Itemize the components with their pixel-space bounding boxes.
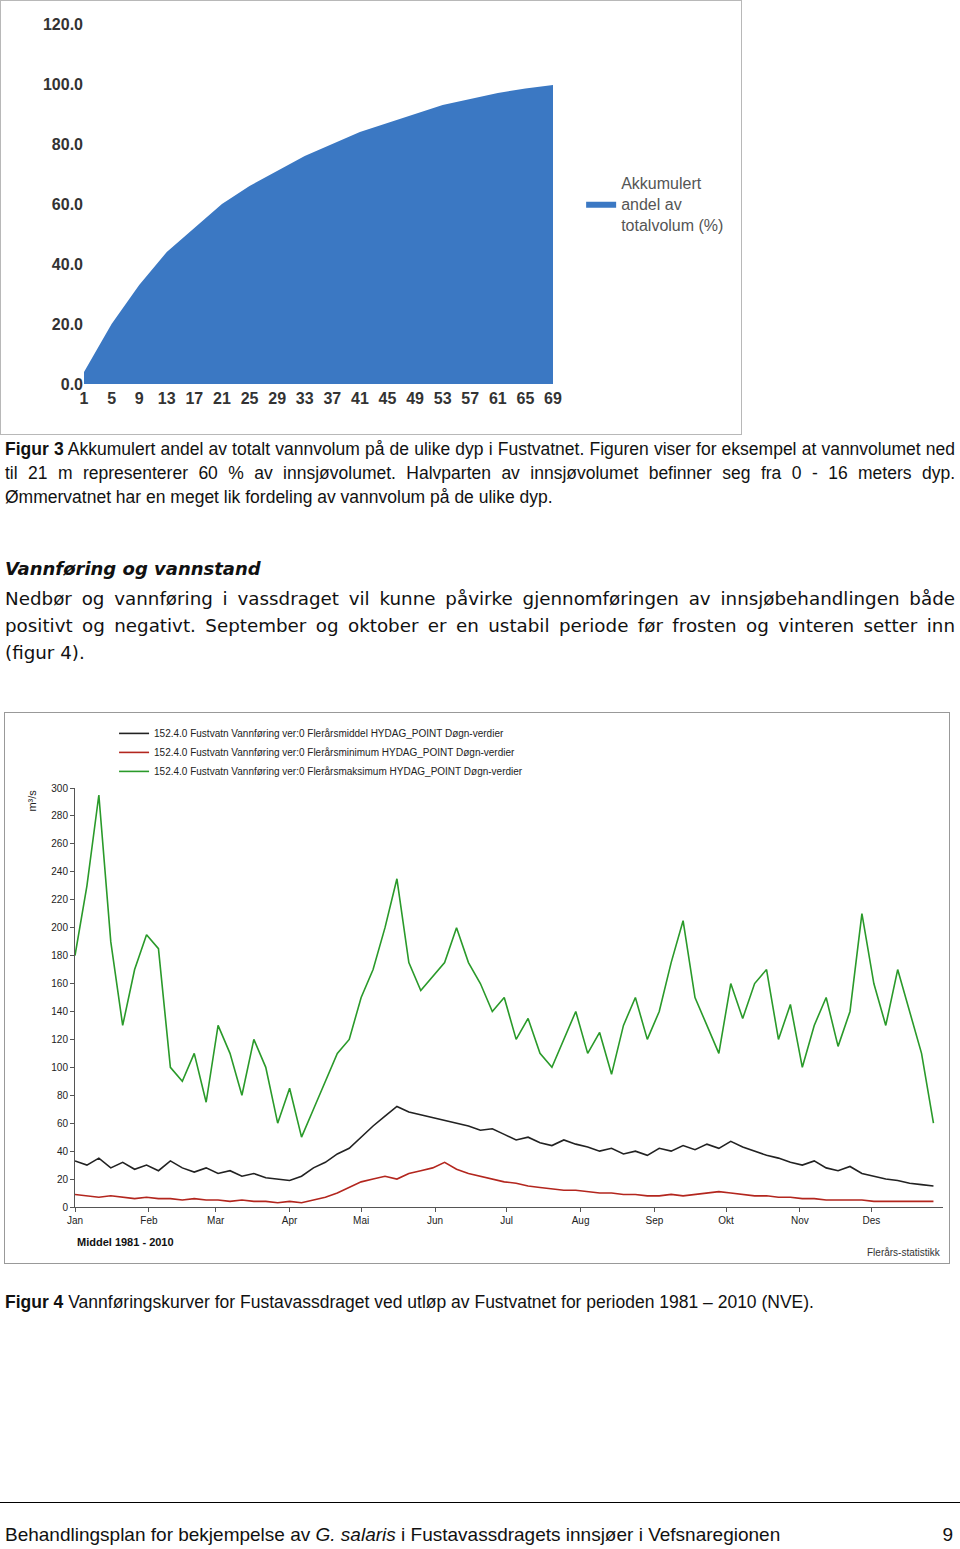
svg-text:Okt: Okt (718, 1215, 734, 1226)
html-text:Figur 4 Vannføringskurver for: Figur 4 Vannføringskurver for Fustavassd… (5, 1292, 814, 1312)
svg-text:m³/s: m³/s (26, 790, 38, 812)
svg-text:53: 53 (434, 390, 452, 407)
svg-text:80: 80 (57, 1090, 69, 1101)
svg-text:40: 40 (57, 1146, 69, 1157)
svg-text:Jul: Jul (500, 1215, 513, 1226)
svg-text:9: 9 (135, 390, 144, 407)
svg-text:40.0: 40.0 (52, 256, 83, 273)
svg-text:220: 220 (51, 894, 68, 905)
svg-text:Mai: Mai (353, 1215, 369, 1226)
svg-text:60: 60 (57, 1118, 69, 1129)
svg-text:Apr: Apr (282, 1215, 298, 1226)
html-text:Behandlingsplan for bekjempels: Behandlingsplan for bekjempelse av G. sa… (5, 1524, 781, 1545)
svg-text:Nov: Nov (791, 1215, 809, 1226)
svg-text:260: 260 (51, 838, 68, 849)
html-text:Figur 3 Akkumulert andel av to: Figur 3 Akkumulert andel av totalt vannv… (5, 439, 955, 507)
svg-text:13: 13 (158, 390, 176, 407)
svg-text:0: 0 (62, 1202, 68, 1213)
svg-text:25: 25 (241, 390, 259, 407)
svg-text:80.0: 80.0 (52, 136, 83, 153)
svg-text:152.4.0 Fustvatn Vannføring ve: 152.4.0 Fustvatn Vannføring ver:0 Flerår… (154, 766, 523, 777)
svg-text:Feb: Feb (140, 1215, 158, 1226)
svg-text:160: 160 (51, 978, 68, 989)
svg-text:37: 37 (323, 390, 341, 407)
svg-text:33: 33 (296, 390, 314, 407)
svg-text:Flerårs-statistikk: Flerårs-statistikk (867, 1247, 941, 1258)
svg-text:60.0: 60.0 (52, 196, 83, 213)
svg-text:300: 300 (51, 783, 68, 794)
svg-text:17: 17 (185, 390, 203, 407)
svg-text:Sep: Sep (646, 1215, 664, 1226)
svg-text:152.4.0 Fustvatn Vannføring ve: 152.4.0 Fustvatn Vannføring ver:0 Flerår… (154, 728, 504, 739)
html-text:Nedbør og vannføring i vassdra: Nedbør og vannføring i vassdraget vil ku… (5, 588, 955, 663)
svg-text:1: 1 (80, 390, 89, 407)
svg-text:140: 140 (51, 1006, 68, 1017)
svg-text:Middel 1981 - 2010: Middel 1981 - 2010 (77, 1236, 174, 1248)
svg-text:Des: Des (863, 1215, 881, 1226)
svg-text:5: 5 (107, 390, 116, 407)
svg-text:Akkumulertandel avtotalvolum (: Akkumulertandel avtotalvolum (%) (621, 175, 723, 234)
svg-text:Aug: Aug (572, 1215, 590, 1226)
svg-text:57: 57 (461, 390, 479, 407)
svg-text:280: 280 (51, 810, 68, 821)
html-text:Vannføring og vannstand: Vannføring og vannstand (5, 558, 261, 579)
svg-text:152.4.0 Fustvatn Vannføring ve: 152.4.0 Fustvatn Vannføring ver:0 Flerår… (154, 747, 515, 758)
svg-text:29: 29 (268, 390, 286, 407)
svg-text:49: 49 (406, 390, 424, 407)
svg-text:240: 240 (51, 866, 68, 877)
svg-text:Mar: Mar (207, 1215, 225, 1226)
svg-text:41: 41 (351, 390, 369, 407)
svg-text:45: 45 (379, 390, 397, 407)
svg-text:Jun: Jun (427, 1215, 443, 1226)
svg-text:0.0: 0.0 (61, 376, 83, 393)
svg-text:20.0: 20.0 (52, 316, 83, 333)
svg-text:120: 120 (51, 1034, 68, 1045)
svg-text:Jan: Jan (67, 1215, 83, 1226)
svg-text:180: 180 (51, 950, 68, 961)
svg-text:100.0: 100.0 (43, 76, 83, 93)
svg-text:200: 200 (51, 922, 68, 933)
svg-text:69: 69 (544, 390, 562, 407)
svg-text:100: 100 (51, 1062, 68, 1073)
svg-text:21: 21 (213, 390, 231, 407)
svg-text:61: 61 (489, 390, 507, 407)
svg-text:120.0: 120.0 (43, 16, 83, 33)
html-text:9: 9 (942, 1524, 953, 1545)
svg-text:20: 20 (57, 1174, 69, 1185)
svg-text:65: 65 (517, 390, 535, 407)
